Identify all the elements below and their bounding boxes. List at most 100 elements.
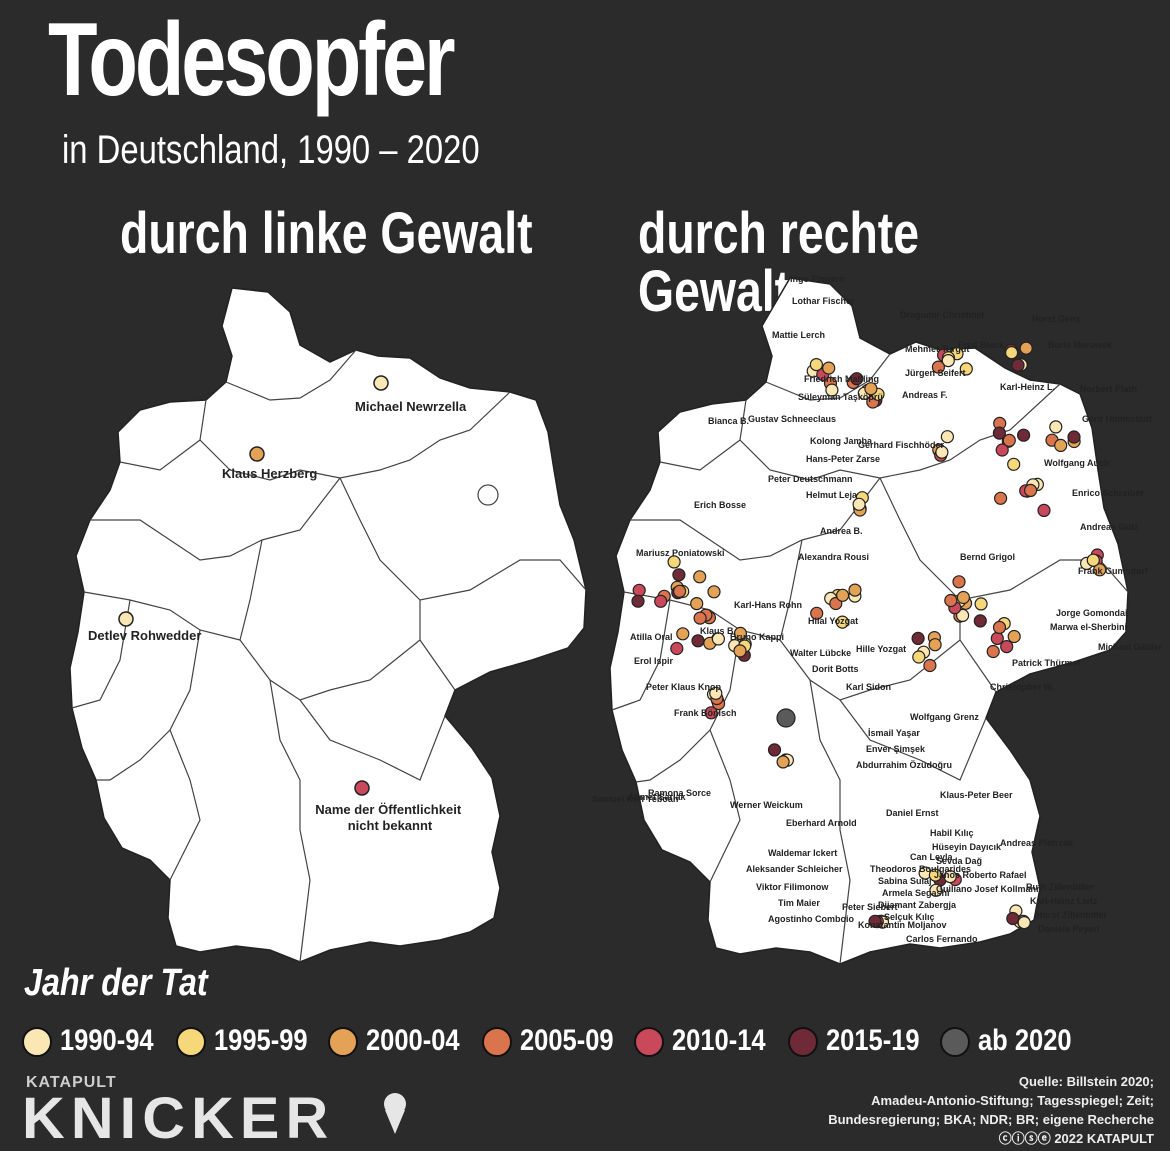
victim-marker [928,638,942,652]
victim-label: Can Leyla [910,852,954,862]
page-subtitle: in Deutschland, 1990 – 2020 [62,128,480,172]
victim-marker [935,445,949,459]
victim-label: Jorge Gomondai [1056,608,1128,618]
victim-label: Sevda Dağ [936,856,982,866]
victim-label: Sabina Sulaj [878,876,932,886]
legend-swatch [634,1027,664,1057]
victim-marker [973,614,987,628]
victim-label: Andreas Gütz [1080,522,1139,532]
victim-label: Kolong Jamba [810,436,873,446]
victim-marker [670,641,684,656]
source-line: ⓒⓘⓢⓔ 2022 KATAPULT [998,1131,1154,1146]
victim-marker [809,358,824,372]
victim-label: Horst Gens [1032,314,1081,324]
victim-marker-2020 [776,708,796,728]
victim-marker [850,372,864,386]
victim-marker [952,575,966,589]
legend-swatch [328,1027,358,1057]
victim-label: Tim Maier [778,898,820,908]
victim-marker [672,568,686,582]
victim-marker [733,644,747,658]
victim-marker [995,443,1009,457]
victim-marker [118,611,134,627]
victim-marker [929,883,943,897]
victim-marker [848,583,862,597]
victim-marker [810,606,824,620]
victim-marker [693,611,707,625]
victim-label: Walter Lübcke [790,648,851,658]
victim-label: Name der Öffentlichkeit nicht bekannt [315,802,465,833]
victim-label: Frank Gumsdorf [1078,566,1149,576]
victim-marker [955,608,970,623]
victim-marker [707,585,721,599]
victim-label: Agostinho Comboio [768,914,854,924]
victim-marker [691,634,705,648]
victim-label: Alexandra Rousi [798,552,869,562]
victim-marker [776,755,790,769]
victim-marker [709,686,723,700]
victim-label: Michael Newrzella [355,399,467,414]
victim-label: Selçuk Kılıç [884,912,935,922]
victim-label: Karl Sidon [846,682,891,692]
victim-label: Andreas Pietrzak [1000,838,1074,848]
legend-swatch [788,1027,818,1057]
victim-label: Helmut Leja [806,490,858,500]
victim-marker [631,594,645,608]
victim-label: Janos Roberto Rafael [934,870,1027,880]
victim-label: Christopher W. [990,682,1054,692]
victim-marker [733,626,748,641]
victim-label: Dragomir Christinel [900,310,984,320]
legend-swatch [482,1027,512,1057]
victim-label: Daniela Peyerl [1038,924,1100,934]
victim-label: Enrico Schreiber [1072,488,1145,498]
victim-label: Dijamant Zabergja [878,900,957,910]
victim-marker [959,362,973,376]
left-map-victims: Michael Newrzella Klaus Herzberg Detlev … [88,375,467,833]
victim-label: Hans-Peter Zarse [806,454,880,464]
victim-label: Norbert Plath [1080,384,1137,394]
victim-marker [690,596,704,611]
legend-label: 2015-19 [826,1024,920,1057]
victim-marker [992,426,1007,440]
victim-label: Klaus B. [700,626,736,636]
victim-marker [1011,358,1025,372]
victim-marker [672,584,687,598]
legend-label: ab 2020 [978,1024,1072,1057]
left-map-heading: durch linke Gewalt [120,201,533,266]
victim-label: Peter Deutschmann [768,474,853,484]
victim-label: Bernd Grigol [960,552,1015,562]
victim-label: Ruth Zillenbiller [1026,882,1094,892]
victim-label: Fred Bleck [958,340,1005,350]
victim-marker [1002,433,1016,447]
victim-label: Marwa el-Sherbini [1050,622,1127,632]
victim-label: Bianca B. [708,416,749,426]
victim-label: Mehmet Turgut [905,344,969,354]
victim-marker [956,590,971,605]
victim-marker [249,446,265,462]
victim-label: Ramona Sorce [648,788,711,798]
victim-marker [986,644,1000,659]
victim-marker [993,491,1008,505]
victim-label: Viktor Filimonow [756,882,829,892]
victim-marker [992,620,1007,635]
victim-label: Gerhard Fischhöder [858,440,945,450]
victim-marker [868,914,882,928]
victim-marker [704,706,718,720]
victim-label: Enver Şimşek [866,744,926,754]
victim-marker [822,361,836,375]
victim-label: Armela Segashi [882,888,950,898]
victim-marker [928,868,943,882]
victim-label: Konstantin Moljanov [858,920,947,930]
source-line: Bundesregierung; BKA; NDR; BR; eigene Re… [828,1112,1154,1127]
victim-label: Gustav Schneeclaus [748,414,836,424]
victim-label: Ahmet Sarlak [628,792,687,802]
victim-label: Peter Klaus Knop [646,682,722,692]
brand-logo: KNICKER [22,1086,335,1151]
victim-marker [912,650,926,664]
victim-marker [1086,553,1100,567]
victim-marker [1037,503,1051,517]
victim-label: Peter Siebert [842,902,898,912]
victim-marker [1007,629,1021,644]
source-credits: Quelle: Billstein 2020; Amadeu-Antonio-S… [828,1072,1154,1148]
victim-marker [1049,420,1063,434]
